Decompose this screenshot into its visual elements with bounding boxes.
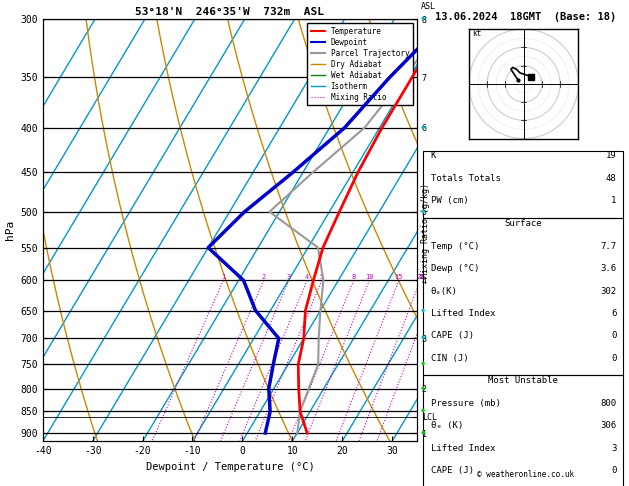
Text: © weatheronline.co.uk: © weatheronline.co.uk — [477, 469, 574, 479]
X-axis label: Dewpoint / Temperature (°C): Dewpoint / Temperature (°C) — [145, 462, 314, 472]
Text: ♦: ♦ — [420, 17, 426, 22]
Text: 306: 306 — [601, 421, 616, 430]
Text: CIN (J): CIN (J) — [431, 354, 469, 363]
Bar — [423, 151, 623, 218]
Text: ♦: ♦ — [420, 386, 426, 392]
Text: 7.7: 7.7 — [601, 242, 616, 251]
Text: Totals Totals: Totals Totals — [431, 174, 501, 183]
Text: ♦: ♦ — [420, 209, 426, 215]
Text: Mixing Ratio (g/kg): Mixing Ratio (g/kg) — [421, 183, 430, 278]
Text: PW (cm): PW (cm) — [431, 196, 469, 205]
Text: 48: 48 — [606, 174, 616, 183]
Text: 5: 5 — [320, 275, 324, 280]
Text: Most Unstable: Most Unstable — [487, 376, 558, 385]
Text: 3: 3 — [611, 444, 616, 452]
Text: 2: 2 — [262, 275, 266, 280]
Text: Temp (°C): Temp (°C) — [431, 242, 479, 251]
Text: Lifted Index: Lifted Index — [431, 309, 495, 318]
Text: Dewp (°C): Dewp (°C) — [431, 264, 479, 273]
Title: 53°18'N  246°35'W  732m  ASL: 53°18'N 246°35'W 732m ASL — [135, 7, 325, 17]
Text: 6: 6 — [611, 309, 616, 318]
Text: 13.06.2024  18GMT  (Base: 18): 13.06.2024 18GMT (Base: 18) — [435, 12, 616, 22]
Text: 8: 8 — [352, 275, 356, 280]
Text: 19: 19 — [606, 151, 616, 160]
Text: 1: 1 — [221, 275, 225, 280]
Text: kt: kt — [472, 30, 482, 38]
Text: 0: 0 — [611, 466, 616, 475]
Text: K: K — [431, 151, 436, 160]
Text: Surface: Surface — [504, 219, 542, 228]
Text: 3.6: 3.6 — [601, 264, 616, 273]
Text: ♦: ♦ — [420, 335, 426, 341]
Text: ♦: ♦ — [420, 362, 426, 367]
Bar — [423, 375, 623, 486]
Text: 15: 15 — [394, 275, 403, 280]
Text: 3: 3 — [287, 275, 291, 280]
Text: 1: 1 — [611, 196, 616, 205]
Text: ♦: ♦ — [420, 409, 426, 415]
Text: 20: 20 — [416, 275, 425, 280]
Bar — [423, 218, 623, 375]
Text: ♦: ♦ — [420, 125, 426, 131]
Text: 0: 0 — [611, 331, 616, 340]
Text: ♦: ♦ — [420, 430, 426, 436]
Text: θₑ(K): θₑ(K) — [431, 287, 457, 295]
Text: 4: 4 — [305, 275, 309, 280]
Text: km
ASL: km ASL — [421, 0, 436, 11]
Text: 10: 10 — [365, 275, 374, 280]
Legend: Temperature, Dewpoint, Parcel Trajectory, Dry Adiabat, Wet Adiabat, Isotherm, Mi: Temperature, Dewpoint, Parcel Trajectory… — [307, 23, 413, 105]
Text: ♦: ♦ — [420, 308, 426, 313]
Text: Pressure (mb): Pressure (mb) — [431, 399, 501, 408]
Text: CAPE (J): CAPE (J) — [431, 466, 474, 475]
Text: CAPE (J): CAPE (J) — [431, 331, 474, 340]
Text: 0: 0 — [611, 354, 616, 363]
Y-axis label: hPa: hPa — [5, 220, 14, 241]
Text: 800: 800 — [601, 399, 616, 408]
Text: Lifted Index: Lifted Index — [431, 444, 495, 452]
Text: θₑ (K): θₑ (K) — [431, 421, 463, 430]
Text: 302: 302 — [601, 287, 616, 295]
